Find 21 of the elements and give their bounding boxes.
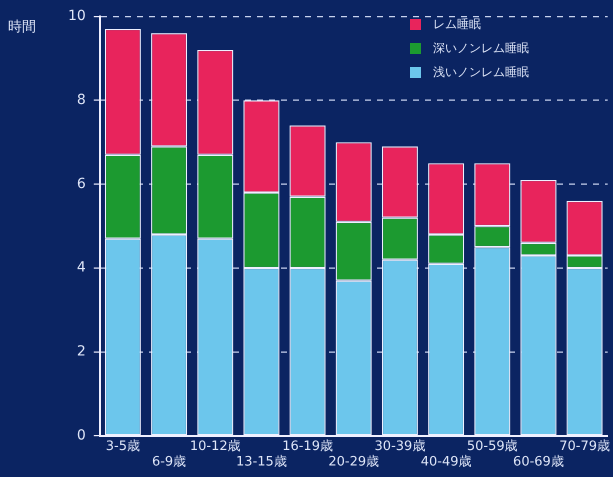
legend-label: 深いノンレム睡眠 [433, 40, 529, 56]
y-axis-title: 時間 [8, 18, 36, 36]
y-tick-label: 10 [68, 8, 86, 24]
x-tick-label: 40-49歳 [420, 454, 472, 470]
x-tick-label: 60-69歳 [513, 454, 564, 470]
y-tick-label: 6 [76, 176, 86, 192]
legend-label: レム睡眠 [433, 16, 481, 32]
x-tick-label: 3-5歳 [106, 438, 140, 454]
y-tick-label: 2 [76, 344, 86, 360]
y-tick-label: 4 [76, 260, 86, 276]
y-tick-label: 0 [76, 427, 86, 444]
y-tick-label: 8 [76, 92, 86, 108]
x-tick-label: 50-59歳 [466, 438, 518, 454]
legend-label: 浅いノンレム睡眠 [433, 64, 529, 80]
x-tick-label: 30-39歳 [374, 438, 426, 454]
x-tick-label: 70-79歳 [559, 438, 610, 454]
x-tick-label: 20-29歳 [328, 454, 380, 470]
x-tick-label: 10-12歳 [190, 438, 241, 454]
x-tick-label: 13-15歳 [236, 454, 287, 470]
x-tick-label: 16-19歳 [282, 438, 333, 454]
x-tick-label: 6-9歳 [152, 454, 186, 470]
